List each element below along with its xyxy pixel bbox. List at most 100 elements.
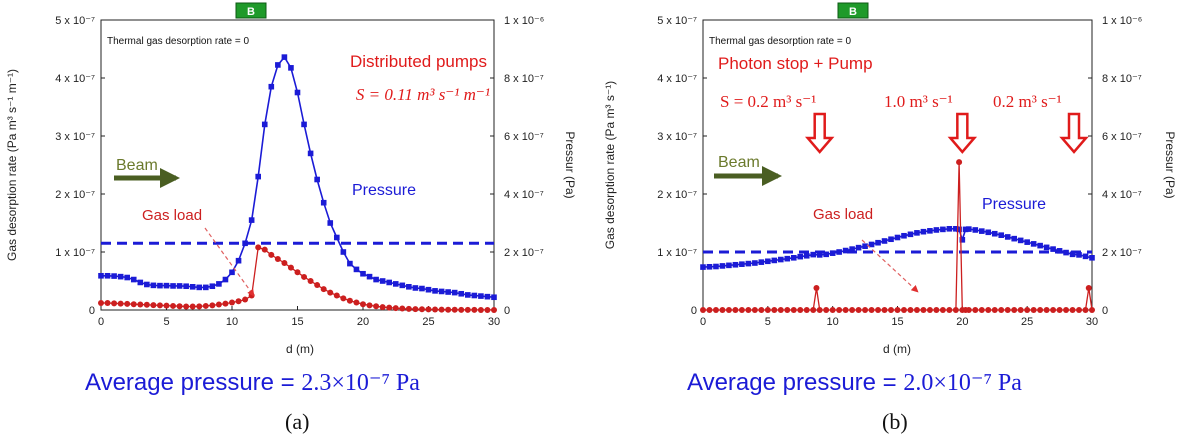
panel-a-y-right-tick-label: 4 x 10⁻⁷	[504, 189, 544, 201]
panel-a-gas-load-point	[164, 303, 170, 309]
panel-a-badge-label: B	[247, 6, 255, 18]
panel-a-speed-annotation: S = 0.11 m³ s⁻¹ m⁻¹	[356, 85, 490, 104]
panel-a-gas-load-point	[222, 301, 228, 307]
panel-a-pressure-point	[445, 289, 451, 295]
panel-b-gas-load-point	[1037, 307, 1043, 313]
panel-b-pressure-point	[998, 232, 1004, 238]
pump-arrow-icon	[808, 114, 832, 152]
panel-b-y-right-tick-label: 6 x 10⁻⁷	[1102, 131, 1142, 143]
panel-b-gas-load-point	[927, 307, 933, 313]
panel-a-pressure-point	[190, 284, 196, 290]
panel-b-gas-load-point	[804, 307, 810, 313]
panel-b-y-right-tick-label: 8 x 10⁻⁷	[1102, 73, 1142, 85]
panel-a-pressure-point	[255, 174, 261, 180]
panel-b-pressure-point	[843, 248, 849, 254]
panel-a-gas-load-point	[137, 301, 143, 307]
panel-b-pressure-point	[1018, 238, 1024, 244]
panel-a-gas-load-point	[118, 301, 124, 307]
panel-a-pressure-point	[144, 282, 150, 288]
panel-a-y-left-tick-label: 0	[89, 305, 95, 317]
panel-a-gas-load-point	[419, 306, 425, 312]
panel-b-gas-load-point	[758, 307, 764, 313]
panel-a-gas-load-point	[105, 300, 111, 306]
panel-b-pressure-point	[830, 250, 836, 256]
panel-b-x-tick-label: 0	[700, 316, 706, 328]
panel-a-gas-load-line	[101, 247, 494, 310]
panel-b-sublabel: (b)	[882, 409, 908, 435]
panel-b-gas-load-arrow	[862, 240, 918, 292]
panel-a-x-tick-label: 15	[291, 316, 303, 328]
panel-a-pressure-point	[321, 200, 327, 206]
panel-b-pressure-point	[726, 263, 732, 269]
panel-b-gas-load-point	[810, 307, 816, 313]
panel-b-gas-load-point	[985, 307, 991, 313]
panel-b-gas-load-point	[862, 307, 868, 313]
panel-b-pressure-point	[921, 229, 927, 235]
panel-b-gas-load-point	[856, 307, 862, 313]
panel-b-gas-load-point	[823, 307, 829, 313]
panel-a-x-tick-label: 5	[163, 316, 169, 328]
panel-b-gas-load-point	[797, 307, 803, 313]
figure-canvas: 0 5 10 15 20 25 30 0 1 x 10⁻⁷ 2 x 10⁻⁷ 3 x 10⁻⁷ 4 x…	[0, 0, 1180, 380]
panel-b-gas-load-point	[765, 307, 771, 313]
panel-a-pressure-point	[164, 283, 170, 289]
pump-arrow-icon	[950, 114, 974, 152]
panel-a-pressure-point	[124, 275, 130, 281]
panel-a-pressure-point	[465, 292, 471, 298]
panel-b-pressure-point	[746, 261, 752, 267]
panel-b-pressure-point	[700, 264, 706, 270]
panel-b-y-right-tick-label: 1 x 10⁻⁶	[1102, 15, 1142, 27]
panel-a-gas-load-point	[439, 307, 445, 313]
panel-a-pressure-point	[426, 287, 432, 293]
panel-a-pressure-point	[485, 294, 491, 300]
panel-a-gas-load-point	[196, 303, 202, 309]
panel-b-pressure-point	[791, 255, 797, 261]
panel-b-gas-load-point	[946, 307, 952, 313]
panel-a-gas-load-point	[150, 302, 156, 308]
panel-b-y-left-tick-label: 2 x 10⁻⁷	[657, 189, 697, 201]
panel-a-gas-load-point	[236, 298, 242, 304]
panel-a-pressure-point	[203, 285, 209, 291]
panel-a-pressure-point	[269, 84, 275, 90]
panel-a-pressure-point	[151, 283, 157, 289]
panel-a-pressure-label: Pressure	[352, 182, 416, 199]
panel-a-pressure-point	[400, 283, 406, 289]
panel-b-pressure-point	[778, 257, 784, 263]
panel-a-pressure-point	[157, 283, 163, 289]
panel-b-x-tick-label: 20	[956, 316, 968, 328]
panel-a-pressure-point	[419, 286, 425, 292]
panel-b-gas-load-point	[998, 307, 1004, 313]
panel-a-pressure-point	[262, 122, 268, 128]
panel-b-gas-load-point	[1050, 307, 1056, 313]
panel-b-pressure-point	[895, 235, 901, 241]
panel-a-gas-load-point	[327, 290, 333, 296]
panel-b-pressure-point	[862, 243, 868, 249]
panel-a-x-tick-label: 0	[98, 316, 104, 328]
panel-a-pressure-point	[472, 293, 478, 299]
panel-a-pressure-point	[380, 278, 386, 284]
panel-a-gas-load-point	[268, 252, 274, 258]
panel-a-pressure-point	[413, 285, 419, 291]
panel-a-pressure-point	[439, 289, 445, 295]
panel-a-title: Distributed pumps	[350, 52, 487, 71]
panel-a-gas-load-point	[478, 307, 484, 313]
panel-b-pressure-point	[1070, 252, 1076, 258]
panel-a-gas-load-point	[347, 298, 353, 304]
panel-b-gas-load-point	[920, 307, 926, 313]
panel-b-pressure-point	[1044, 245, 1050, 251]
panel-b-pressure-point	[1076, 252, 1082, 258]
pump-arrow-icon	[808, 114, 1086, 152]
panel-b-pressure-point	[739, 261, 745, 267]
panel-a-sublabel: (a)	[285, 409, 309, 435]
panel-a-gas-load-label: Gas load	[142, 207, 202, 224]
panel-b-x-tick-label: 5	[765, 316, 771, 328]
panel-b-x-axis-label: d (m)	[883, 342, 911, 356]
panel-a-pressure-point	[223, 277, 229, 283]
panel-b-gas-load-label: Gas load	[813, 206, 873, 223]
panel-a-pressure-point	[491, 294, 497, 300]
panel-b-gas-load-point	[739, 307, 745, 313]
panel-a-pressure-point	[131, 277, 137, 283]
panel-a-gas-load-point	[465, 307, 471, 313]
panel-b-pressure-point	[927, 228, 933, 234]
panel-b-gas-load-point	[700, 307, 706, 313]
